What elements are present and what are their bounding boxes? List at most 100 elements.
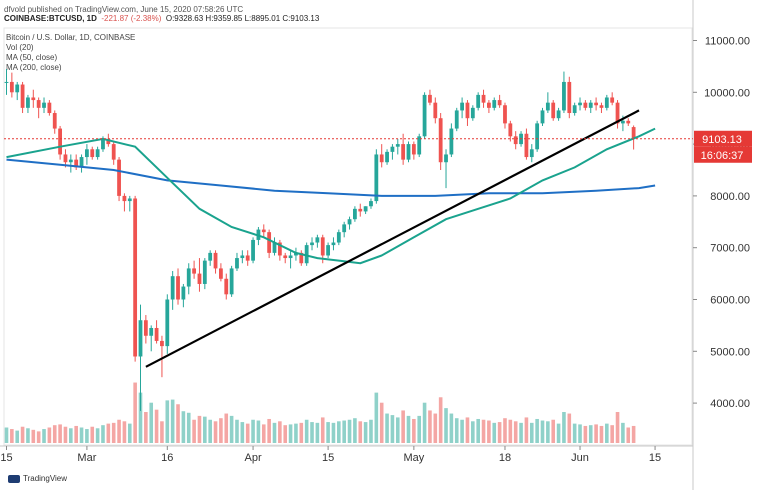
ohlc-values: O:9328.63 H:9359.85 L:8895.01 C:9103.13 bbox=[165, 14, 320, 23]
candle-body bbox=[267, 232, 272, 253]
volume-bar bbox=[235, 419, 239, 443]
volume-bar bbox=[278, 421, 282, 443]
candle-body bbox=[529, 149, 534, 158]
candle-body bbox=[208, 252, 213, 261]
candle-body bbox=[535, 123, 540, 150]
symbol-ohlc-line: COINBASE:BTCUSD, 1D -221.87 (-2.38%) O:9… bbox=[4, 14, 319, 23]
candle-body bbox=[58, 128, 62, 155]
candle-body bbox=[251, 239, 255, 261]
candle-body bbox=[4, 81, 9, 83]
volume-bar bbox=[31, 429, 36, 443]
candle-body bbox=[390, 146, 395, 152]
volume-bar bbox=[476, 418, 480, 443]
volume-bar bbox=[267, 418, 271, 443]
volume-bar bbox=[524, 417, 529, 443]
volume-bar bbox=[320, 417, 325, 443]
candle-body bbox=[347, 219, 352, 225]
volume-bar bbox=[454, 418, 459, 443]
volume-bar bbox=[111, 422, 116, 443]
volume-bar bbox=[245, 423, 250, 443]
x-tick-label: 15 bbox=[0, 452, 12, 464]
volume-bar bbox=[15, 430, 20, 443]
y-tick-label: 7000.00 bbox=[710, 243, 750, 255]
candle-body bbox=[411, 144, 416, 155]
volume-bar bbox=[20, 426, 25, 443]
volume-bar bbox=[176, 404, 180, 443]
candle-body bbox=[202, 260, 207, 284]
volume-bar bbox=[10, 429, 14, 443]
volume-bar bbox=[562, 412, 566, 443]
candle-body bbox=[567, 81, 572, 114]
candle-body bbox=[288, 255, 293, 259]
candle-body bbox=[358, 208, 363, 212]
volume-bar bbox=[626, 427, 631, 443]
candle-body bbox=[476, 94, 481, 108]
volume-bar bbox=[444, 408, 448, 443]
volume-bar bbox=[326, 422, 330, 443]
candle-body bbox=[143, 320, 148, 336]
chart-legend: Bitcoin / U.S. Dollar, 1D, COINBASE Vol … bbox=[6, 33, 135, 73]
candle-body bbox=[513, 136, 518, 145]
volume-bar bbox=[165, 400, 170, 443]
volume-bar bbox=[74, 425, 78, 443]
volume-bar bbox=[154, 409, 159, 443]
tradingview-footer[interactable]: TradingView bbox=[8, 474, 67, 483]
volume-bar bbox=[47, 427, 52, 443]
volume-bar bbox=[42, 429, 46, 443]
volume-bar bbox=[331, 422, 336, 443]
volume-bar bbox=[347, 419, 352, 443]
y-tick-label: 8000.00 bbox=[710, 191, 750, 203]
candle-body bbox=[583, 102, 588, 108]
candle-body bbox=[631, 127, 636, 139]
candle-body bbox=[599, 105, 604, 108]
volume-bar bbox=[26, 428, 30, 443]
volume-bar bbox=[460, 419, 464, 443]
volume-bar bbox=[508, 419, 513, 443]
volume-bar bbox=[519, 422, 523, 443]
candle-body bbox=[133, 198, 138, 357]
candle-body bbox=[170, 276, 175, 300]
volume-bar bbox=[610, 425, 614, 443]
volume-bar bbox=[310, 422, 314, 443]
volume-bar bbox=[465, 417, 470, 443]
tradingview-brand: TradingView bbox=[23, 474, 68, 483]
volume-bar bbox=[540, 420, 545, 443]
candle-body bbox=[588, 102, 593, 108]
volume-bar bbox=[122, 421, 127, 443]
volume-bar bbox=[36, 431, 41, 443]
volume-bar bbox=[438, 397, 443, 443]
x-tick-label: 15 bbox=[649, 452, 661, 464]
candle-body bbox=[192, 268, 196, 274]
candle-body bbox=[15, 84, 20, 93]
volume-bar bbox=[261, 424, 266, 443]
volume-bar bbox=[615, 412, 620, 443]
candle-body bbox=[460, 102, 464, 111]
volume-bar bbox=[133, 382, 137, 443]
last-price-tag bbox=[694, 130, 752, 147]
volume-bar bbox=[149, 402, 154, 443]
volume-bar bbox=[401, 410, 405, 443]
candle-body bbox=[79, 157, 84, 168]
candle-body bbox=[626, 120, 631, 124]
candle-body bbox=[326, 245, 330, 256]
volume-bar bbox=[69, 428, 73, 443]
candle-body bbox=[492, 100, 497, 108]
candle-body bbox=[36, 100, 41, 108]
candle-body bbox=[181, 286, 186, 300]
candle-body bbox=[229, 268, 234, 295]
volume-bar bbox=[294, 423, 298, 443]
legend-ma200: MA (200, close) bbox=[6, 63, 62, 72]
volume-bar bbox=[224, 413, 229, 443]
candle-body bbox=[444, 154, 448, 163]
trendline bbox=[145, 109, 640, 368]
volume-bar bbox=[203, 416, 207, 443]
volume-bar bbox=[588, 425, 593, 443]
candle-body bbox=[342, 224, 347, 233]
volume-bar bbox=[272, 422, 277, 443]
candle-body bbox=[336, 232, 341, 243]
candle-body bbox=[594, 102, 598, 106]
candle-body bbox=[272, 242, 277, 253]
ma200-line bbox=[6, 158, 656, 197]
candle-body bbox=[299, 252, 304, 264]
